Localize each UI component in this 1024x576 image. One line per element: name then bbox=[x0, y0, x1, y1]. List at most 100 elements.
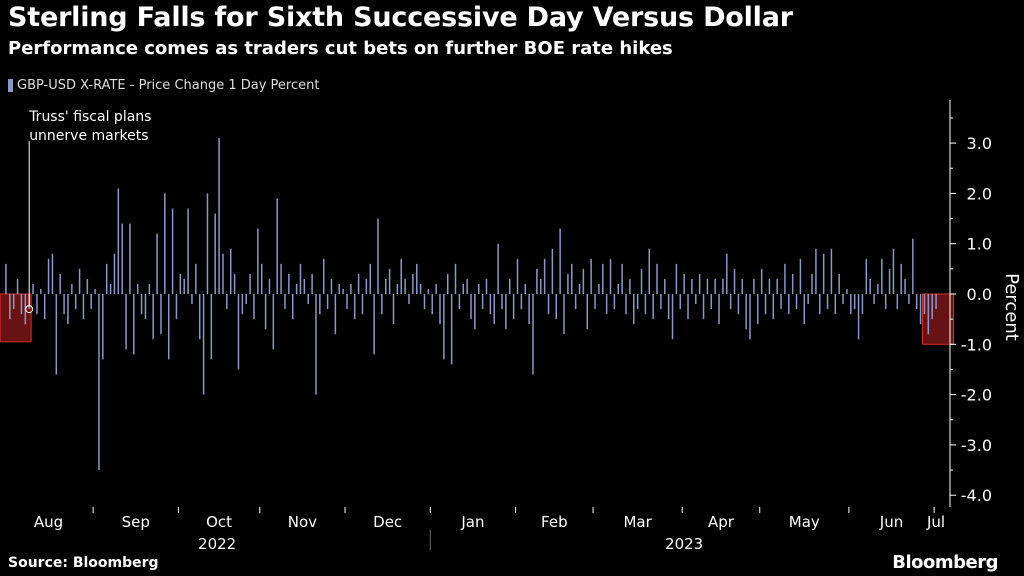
y-tick-label: -4.0 bbox=[961, 486, 992, 505]
bar bbox=[478, 283, 480, 294]
bar bbox=[55, 294, 58, 375]
bar bbox=[381, 294, 383, 315]
bar bbox=[497, 243, 499, 294]
bar bbox=[780, 294, 782, 310]
bar bbox=[218, 138, 220, 294]
bar bbox=[691, 278, 693, 294]
bar bbox=[869, 278, 871, 294]
bar bbox=[365, 278, 368, 294]
bar bbox=[59, 273, 61, 294]
bar bbox=[896, 294, 899, 310]
bar bbox=[350, 283, 352, 294]
bar bbox=[567, 273, 569, 294]
bar bbox=[536, 268, 538, 294]
year-label: 2022 bbox=[198, 535, 236, 553]
bar bbox=[559, 228, 561, 294]
bar bbox=[633, 294, 635, 325]
bar bbox=[47, 258, 50, 294]
bar bbox=[210, 294, 213, 360]
bar bbox=[90, 294, 92, 310]
bar bbox=[733, 268, 736, 294]
bar bbox=[187, 208, 189, 294]
bar bbox=[687, 294, 689, 320]
bar bbox=[617, 283, 620, 294]
year-label: 2023 bbox=[665, 535, 703, 553]
bar bbox=[768, 278, 771, 294]
bar bbox=[582, 268, 585, 294]
bar bbox=[148, 283, 151, 294]
bar bbox=[71, 283, 73, 294]
bar bbox=[695, 294, 697, 305]
legend: GBP-USD X-RATE - Price Change 1 Day Perc… bbox=[8, 78, 319, 93]
bar bbox=[125, 294, 127, 350]
bar bbox=[621, 263, 623, 294]
bar bbox=[648, 248, 651, 294]
bar bbox=[683, 273, 685, 294]
bar bbox=[415, 263, 418, 294]
bar bbox=[179, 273, 182, 294]
bar bbox=[144, 294, 147, 320]
bar bbox=[458, 294, 461, 310]
bar bbox=[462, 283, 464, 294]
bar bbox=[512, 294, 515, 320]
bar bbox=[280, 263, 282, 294]
bar bbox=[272, 294, 275, 350]
bar bbox=[156, 233, 158, 294]
bar bbox=[912, 238, 914, 294]
bar bbox=[888, 268, 891, 294]
bar bbox=[861, 294, 864, 315]
bar bbox=[884, 294, 887, 310]
bar bbox=[605, 294, 608, 315]
bar bbox=[307, 294, 309, 305]
bar bbox=[36, 294, 38, 315]
bar bbox=[152, 294, 154, 340]
month-label: Dec bbox=[373, 513, 402, 531]
bar bbox=[16, 278, 19, 294]
bar bbox=[776, 278, 778, 294]
bar bbox=[78, 268, 81, 294]
bar bbox=[117, 188, 120, 294]
bar bbox=[284, 294, 286, 310]
bar bbox=[873, 294, 875, 305]
legend-label: GBP-USD X-RATE - Price Change 1 Day Perc… bbox=[17, 78, 320, 93]
bar bbox=[850, 294, 852, 315]
bar bbox=[741, 278, 744, 294]
bar bbox=[241, 294, 244, 315]
y-tick-label: 2.0 bbox=[967, 184, 992, 203]
bar bbox=[516, 258, 519, 294]
bar bbox=[656, 263, 658, 294]
bar bbox=[276, 198, 278, 294]
bar bbox=[253, 294, 255, 320]
bar bbox=[400, 258, 402, 294]
bar bbox=[830, 248, 833, 294]
bar bbox=[908, 294, 910, 305]
bar bbox=[206, 193, 209, 294]
bar bbox=[338, 283, 340, 294]
month-label: Jul bbox=[926, 513, 945, 531]
y-tick-label: -3.0 bbox=[961, 436, 992, 455]
bar bbox=[264, 294, 267, 330]
bar bbox=[233, 273, 236, 294]
bar bbox=[431, 294, 433, 315]
bar bbox=[237, 294, 240, 370]
bar bbox=[594, 294, 596, 310]
bar bbox=[757, 294, 759, 325]
bar bbox=[229, 248, 232, 294]
bar bbox=[86, 278, 89, 294]
bar bbox=[485, 278, 488, 294]
legend-swatch bbox=[8, 79, 13, 92]
month-label: Apr bbox=[708, 513, 735, 531]
bar bbox=[745, 294, 747, 330]
bar bbox=[175, 294, 178, 320]
bar bbox=[857, 294, 860, 340]
bar bbox=[834, 294, 837, 315]
bar bbox=[98, 294, 100, 471]
bar bbox=[714, 278, 716, 294]
bar bbox=[865, 258, 868, 294]
highlight-box-2 bbox=[921, 293, 955, 345]
bar bbox=[904, 278, 906, 294]
bar bbox=[532, 294, 534, 375]
bar bbox=[838, 273, 840, 294]
bar bbox=[877, 283, 879, 294]
bar bbox=[671, 294, 674, 340]
